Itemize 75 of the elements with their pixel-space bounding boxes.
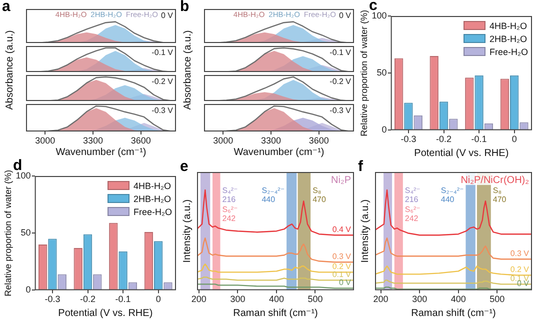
x-tick-label: 3000 — [213, 135, 234, 146]
band-label: S₈ 470 — [312, 186, 326, 204]
text: 0 V — [338, 11, 352, 20]
y-axis-title: Absorbance (a.u.) — [4, 30, 16, 110]
x-tick-label: 0 — [156, 294, 161, 304]
band-label: S₄²⁻ 216 — [222, 186, 238, 204]
y-tick-label: 0 — [382, 124, 387, 135]
series-label: 0.3 V — [332, 252, 352, 262]
chart-title: a — [2, 0, 10, 15]
y-axis-title: Relative proportion of water (%) — [358, 10, 369, 136]
series-label: 0.1 V — [332, 270, 352, 280]
annotation: -0.1 V — [152, 48, 174, 57]
y-axis-title: Absorbance (a.u.) — [182, 30, 194, 110]
series-label: 0.2 V — [510, 265, 530, 274]
x-tick-label: 300 — [412, 294, 428, 304]
x-tick-label: 3600 — [308, 135, 329, 146]
chart-title: e — [180, 158, 188, 175]
y-tick-label: 50 — [376, 68, 387, 78]
y-tick-label: 100 — [372, 10, 387, 20]
x-tick-label: -0.3 — [400, 134, 416, 144]
x-tick-label: -0.2 — [80, 294, 96, 304]
y-axis-title: Intensity (a.u.) — [182, 199, 193, 263]
x-axis-title: Raman shift (cm⁻¹) — [233, 308, 318, 319]
series-label: 0.4 V — [332, 225, 352, 234]
x-tick-label: 3600 — [130, 135, 151, 146]
x-axis-title: Potential (V vs. RHE) — [414, 148, 509, 159]
y-axis-title: Relative proportion of water (%) — [2, 170, 13, 296]
x-tick-label: 300 — [230, 294, 246, 304]
series-label: 0 V — [338, 278, 352, 288]
x-axis-title: Potential (V vs. RHE) — [58, 308, 153, 319]
x-tick-label: 3300 — [83, 135, 104, 146]
annotation: -0.2 V — [330, 77, 352, 86]
band-label: S₆²⁻ 242 — [222, 205, 238, 223]
x-axis-title: Raman shift (cm⁻¹) — [411, 308, 496, 319]
x-tick-label: 200 — [373, 294, 388, 304]
x-tick-label: 500 — [308, 294, 323, 304]
x-tick-label: 3300 — [261, 135, 282, 146]
series-label: 0.3 V — [510, 249, 530, 258]
x-tick-label: 500 — [490, 294, 505, 304]
legend-label: Free-H₂O — [490, 47, 528, 57]
text: Ni₂P/NiCr(OH)₂ — [460, 175, 530, 186]
x-tick-label: 400 — [450, 294, 466, 304]
band-label: S₂₋₄²⁻ 440 — [262, 186, 285, 204]
y-tick-label: 0 — [26, 284, 31, 295]
band-label: S₆²⁻ 242 — [404, 205, 420, 223]
annotation: -0.1 V — [330, 48, 352, 57]
x-axis-title: Wavenumber (cm⁻¹) — [56, 146, 146, 158]
x-axis-title: Wavenumber (cm⁻¹) — [234, 146, 324, 158]
x-tick-label: 3000 — [35, 135, 56, 146]
band-label: S₂₋₄²⁻ 440 — [440, 186, 464, 204]
annotation: -0.2 V — [152, 77, 174, 86]
x-tick-label: 200 — [191, 294, 206, 304]
y-axis-title: Intensity (a.u.) — [360, 199, 371, 263]
y-tick-label: 50 — [20, 228, 31, 238]
text: Ni₂P — [331, 175, 352, 186]
x-tick-label: -0.3 — [44, 294, 60, 304]
legend-label: 2HB-H₂O — [490, 34, 528, 44]
legend-label: 4HB-H₂O — [490, 21, 528, 31]
legend-label: 2HB-H₂O — [134, 194, 172, 204]
band-label: S₄²⁻ 216 — [404, 186, 420, 204]
chart-title: f — [358, 158, 363, 175]
y-tick-label: 100 — [16, 170, 31, 180]
series-label: 0.2 V — [332, 262, 352, 272]
x-tick-label: 400 — [268, 294, 284, 304]
legend-label: 4HB-H₂O — [134, 181, 172, 191]
legend-label: Free-H₂O — [134, 207, 172, 217]
band-label: S₈ 470 — [492, 186, 507, 204]
x-tick-label: -0.1 — [471, 134, 487, 144]
annotation: -0.3 V — [152, 106, 174, 115]
annotation: -0.3 V — [330, 106, 352, 115]
x-tick-label: -0.1 — [115, 294, 131, 304]
chart-title: b — [180, 0, 190, 15]
x-tick-label: 0 — [512, 134, 517, 144]
x-tick-label: -0.2 — [436, 134, 452, 144]
text: 0 V — [160, 11, 174, 20]
